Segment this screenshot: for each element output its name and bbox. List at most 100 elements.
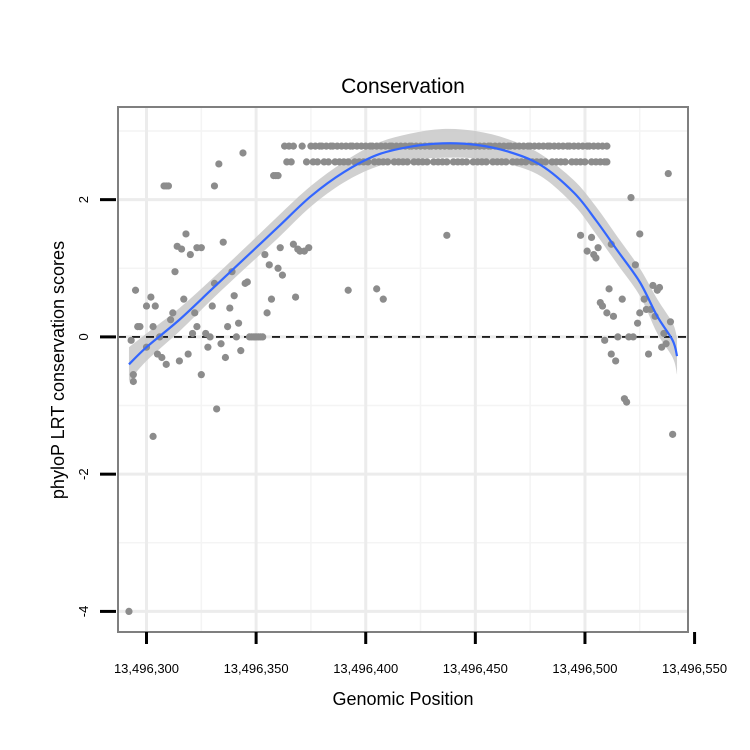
data-point — [177, 245, 186, 253]
data-point — [541, 158, 550, 166]
data-point — [278, 271, 287, 279]
plot-panel-border — [117, 106, 689, 633]
data-point — [443, 231, 451, 239]
data-point — [213, 405, 221, 413]
data-point — [482, 158, 490, 166]
data-point — [149, 323, 157, 331]
data-point — [125, 607, 133, 616]
data-point — [237, 347, 245, 355]
data-point — [147, 293, 155, 301]
data-point — [193, 323, 201, 331]
data-point — [210, 182, 219, 190]
data-point — [423, 158, 431, 166]
data-point — [184, 350, 192, 358]
data-point — [379, 295, 387, 303]
data-point — [188, 329, 197, 338]
data-point — [197, 371, 205, 379]
data-point — [623, 398, 631, 406]
x-tick-label: 13,496,300 — [114, 661, 179, 676]
data-point — [162, 360, 170, 368]
data-point — [164, 182, 173, 190]
data-point — [633, 319, 642, 327]
data-point — [522, 158, 530, 166]
data-point — [443, 158, 451, 166]
data-point — [129, 371, 137, 379]
data-point — [640, 295, 648, 303]
data-point — [655, 283, 664, 292]
data-point — [208, 302, 216, 310]
data-point — [289, 240, 297, 248]
data-point — [289, 142, 297, 150]
data-point — [267, 295, 276, 303]
data-point — [592, 254, 600, 262]
data-point — [502, 158, 510, 166]
data-point — [131, 286, 140, 294]
data-point — [594, 244, 602, 252]
data-point — [601, 336, 609, 344]
data-point — [298, 142, 306, 150]
data-point — [158, 353, 166, 362]
x-tick-label: 13,496,400 — [333, 661, 398, 676]
x-tick-label: 13,496,350 — [224, 661, 289, 676]
data-point — [226, 304, 234, 312]
data-point — [669, 430, 677, 438]
data-point — [629, 333, 637, 341]
x-axis-title: Genomic Position — [332, 689, 473, 709]
data-point — [614, 333, 622, 341]
data-point — [666, 318, 675, 326]
x-tick-label: 13,496,450 — [443, 661, 508, 676]
y-axis-title: phyloP LRT conservation scores — [48, 241, 68, 499]
data-point — [243, 278, 251, 286]
data-point — [263, 309, 271, 317]
y-tick-label: 0 — [76, 333, 91, 340]
data-point — [206, 333, 214, 341]
data-point — [384, 158, 392, 166]
data-point — [219, 238, 227, 246]
data-point — [660, 329, 668, 338]
data-point — [217, 340, 225, 348]
data-point — [204, 343, 212, 351]
data-point — [239, 149, 247, 157]
data-point — [151, 302, 159, 310]
data-point — [136, 323, 144, 331]
data-point — [169, 309, 177, 317]
data-point — [618, 295, 626, 303]
data-point — [287, 158, 295, 166]
y-tick-label: 2 — [76, 196, 91, 203]
data-point — [182, 230, 190, 238]
data-point — [462, 158, 471, 166]
data-point — [149, 432, 157, 441]
data-point — [649, 281, 657, 290]
data-point — [627, 193, 635, 202]
data-point — [609, 312, 618, 320]
data-point — [576, 231, 585, 239]
data-point — [274, 264, 282, 272]
data-point — [197, 244, 205, 252]
data-point — [607, 350, 615, 358]
data-point — [612, 357, 620, 365]
data-point — [636, 309, 644, 317]
data-point — [191, 309, 199, 317]
data-point — [313, 158, 322, 166]
data-point — [344, 286, 352, 294]
data-point — [129, 377, 137, 386]
data-point — [276, 244, 284, 252]
data-point — [603, 142, 611, 150]
data-point — [631, 261, 639, 269]
data-point — [274, 172, 282, 180]
data-point — [291, 293, 300, 301]
data-point — [171, 268, 179, 276]
data-point — [581, 158, 589, 166]
fit-line — [128, 142, 679, 366]
data-point — [305, 244, 313, 252]
data-point — [302, 158, 311, 166]
data-points — [125, 142, 677, 616]
x-axis: 13,496,300 13,496,350 13,496,400 13,496,450… — [114, 632, 727, 676]
data-point — [583, 247, 591, 255]
data-point — [127, 336, 135, 344]
x-tick-label: 13,496,550 — [662, 661, 727, 676]
y-tick-label: -2 — [76, 468, 91, 480]
data-point — [186, 250, 194, 259]
